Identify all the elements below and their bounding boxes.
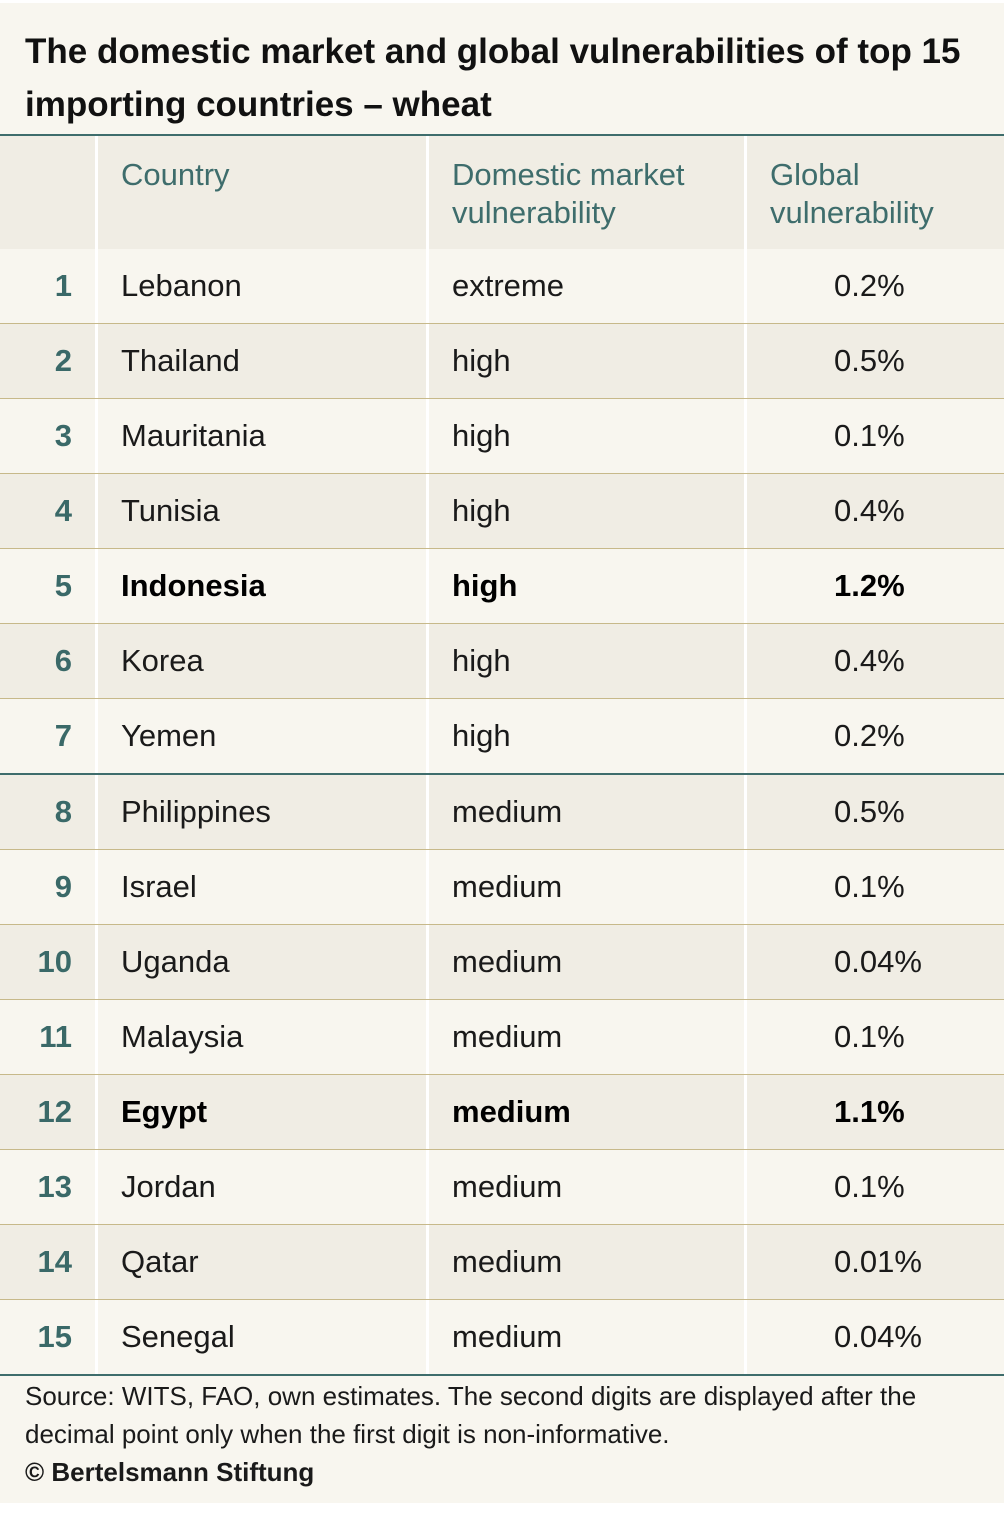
country-cell: Qatar (95, 1225, 426, 1299)
table-row: 10 Uganda medium 0.04% (0, 924, 1004, 999)
domestic-vulnerability-cell: medium (426, 850, 744, 924)
country-cell: Lebanon (95, 249, 426, 323)
country-cell: Egypt (95, 1075, 426, 1149)
table-row: 6 Korea high 0.4% (0, 623, 1004, 698)
rank-cell: 3 (54, 418, 72, 453)
rank-cell: 15 (37, 1319, 72, 1354)
global-vulnerability-cell: 0.4% (744, 474, 1004, 548)
rank-cell: 11 (39, 1019, 72, 1054)
country-cell: Tunisia (95, 474, 426, 548)
global-vulnerability-cell: 0.4% (744, 624, 1004, 698)
country-cell: Jordan (95, 1150, 426, 1224)
rank-cell: 2 (54, 343, 72, 378)
country-cell: Indonesia (95, 549, 426, 623)
global-vulnerability-cell: 1.1% (744, 1075, 1004, 1149)
vulnerability-table: Country Domestic market vulnerability Gl… (0, 134, 1004, 1376)
domestic-vulnerability-cell: medium (426, 1075, 744, 1149)
header-rank (0, 136, 95, 249)
table-row: 7 Yemen high 0.2% (0, 698, 1004, 773)
table-row: 1 Lebanon extreme 0.2% (0, 249, 1004, 323)
table-row: 11 Malaysia medium 0.1% (0, 999, 1004, 1074)
rank-cell: 5 (54, 568, 72, 603)
domestic-vulnerability-cell: high (426, 474, 744, 548)
table-row: 2 Thailand high 0.5% (0, 323, 1004, 398)
country-cell: Philippines (95, 775, 426, 849)
global-vulnerability-cell: 0.1% (744, 850, 1004, 924)
table-header-row: Country Domestic market vulnerability Gl… (0, 136, 1004, 249)
rank-cell: 13 (37, 1169, 72, 1204)
country-cell: Thailand (95, 324, 426, 398)
table-row: 13 Jordan medium 0.1% (0, 1149, 1004, 1224)
domestic-vulnerability-cell: medium (426, 1300, 744, 1374)
global-vulnerability-cell: 0.04% (744, 925, 1004, 999)
page-title: The domestic market and global vulnerabi… (25, 32, 961, 124)
table-row: 12 Egypt medium 1.1% (0, 1074, 1004, 1149)
footer: Source: WITS, FAO, own estimates. The se… (25, 1377, 985, 1491)
domestic-vulnerability-cell: medium (426, 1225, 744, 1299)
rank-cell: 1 (54, 268, 72, 303)
global-vulnerability-cell: 1.2% (744, 549, 1004, 623)
country-cell: Yemen (95, 699, 426, 773)
domestic-vulnerability-cell: medium (426, 925, 744, 999)
header-domestic-vulnerability: Domestic market vulnerability (426, 136, 744, 249)
rank-cell: 8 (54, 794, 72, 829)
global-vulnerability-cell: 0.5% (744, 775, 1004, 849)
domestic-vulnerability-cell: medium (426, 775, 744, 849)
domestic-vulnerability-cell: high (426, 699, 744, 773)
rank-cell: 10 (37, 944, 72, 979)
header-global-vulnerability: Global vulnerability (744, 136, 1004, 249)
table-row: 5 Indonesia high 1.2% (0, 548, 1004, 623)
global-vulnerability-cell: 0.1% (744, 399, 1004, 473)
rank-cell: 4 (54, 493, 72, 528)
rank-cell: 12 (37, 1094, 72, 1129)
rank-cell: 7 (54, 718, 72, 753)
global-vulnerability-cell: 0.2% (744, 249, 1004, 323)
global-vulnerability-cell: 0.2% (744, 699, 1004, 773)
country-cell: Korea (95, 624, 426, 698)
domestic-vulnerability-cell: high (426, 624, 744, 698)
domestic-vulnerability-cell: high (426, 324, 744, 398)
country-cell: Malaysia (95, 1000, 426, 1074)
domestic-vulnerability-cell: high (426, 549, 744, 623)
table-body: 1 Lebanon extreme 0.2% 2 Thailand high 0.5% 3 Mau… (0, 249, 1004, 1374)
table-card: The domestic market and global vulnerabi… (0, 3, 1004, 1503)
country-cell: Mauritania (95, 399, 426, 473)
header-country: Country (95, 136, 426, 249)
table-bottom-rule (0, 1374, 1004, 1376)
rank-cell: 14 (37, 1244, 72, 1279)
table-row: 4 Tunisia high 0.4% (0, 473, 1004, 548)
global-vulnerability-cell: 0.1% (744, 1000, 1004, 1074)
domestic-vulnerability-cell: high (426, 399, 744, 473)
table-row: 3 Mauritania high 0.1% (0, 398, 1004, 473)
global-vulnerability-cell: 0.5% (744, 324, 1004, 398)
country-cell: Uganda (95, 925, 426, 999)
domestic-vulnerability-cell: medium (426, 1150, 744, 1224)
country-cell: Senegal (95, 1300, 426, 1374)
table-row: 15 Senegal medium 0.04% (0, 1299, 1004, 1374)
source-note: Source: WITS, FAO, own estimates. The se… (25, 1381, 917, 1449)
table-row: 8 Philippines medium 0.5% (0, 773, 1004, 849)
domestic-vulnerability-cell: extreme (426, 249, 744, 323)
global-vulnerability-cell: 0.1% (744, 1150, 1004, 1224)
global-vulnerability-cell: 0.01% (744, 1225, 1004, 1299)
country-cell: Israel (95, 850, 426, 924)
rank-cell: 6 (54, 643, 72, 678)
table-row: 9 Israel medium 0.1% (0, 849, 1004, 924)
domestic-vulnerability-cell: medium (426, 1000, 744, 1074)
table-row: 14 Qatar medium 0.01% (0, 1224, 1004, 1299)
rank-cell: 9 (54, 869, 72, 904)
copyright: © Bertelsmann Stiftung (25, 1457, 315, 1487)
global-vulnerability-cell: 0.04% (744, 1300, 1004, 1374)
